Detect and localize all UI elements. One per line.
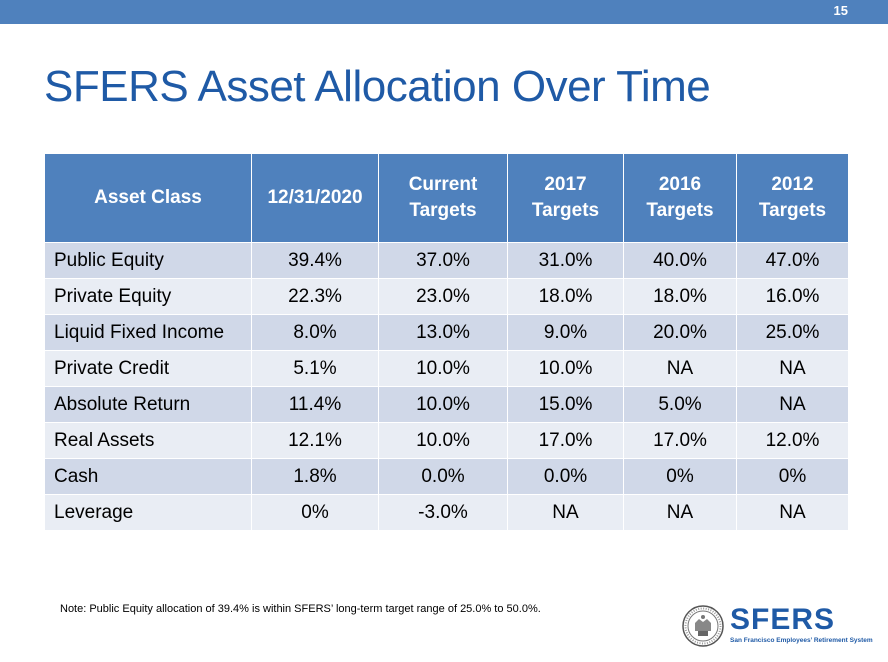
table-row: Leverage 0% -3.0% NA NA NA xyxy=(44,494,849,531)
table-cell: 0% xyxy=(736,458,849,495)
table-row: Absolute Return 11.4% 10.0% 15.0% 5.0% N… xyxy=(44,386,849,423)
footnote: Note: Public Equity allocation of 39.4% … xyxy=(60,603,541,615)
table-cell: 8.0% xyxy=(251,314,379,351)
table-cell: NA xyxy=(623,350,737,387)
table-cell: NA xyxy=(736,494,849,531)
table-cell: NA xyxy=(623,494,737,531)
table-cell: 15.0% xyxy=(507,386,624,423)
table-cell: 12.1% xyxy=(251,422,379,459)
table-cell: 12.0% xyxy=(736,422,849,459)
table-cell: 0% xyxy=(623,458,737,495)
table-cell: 31.0% xyxy=(507,242,624,279)
table-cell: 37.0% xyxy=(378,242,508,279)
table-cell: Liquid Fixed Income xyxy=(44,314,252,351)
table-cell: 10.0% xyxy=(378,350,508,387)
table-row: Liquid Fixed Income 8.0% 13.0% 9.0% 20.0… xyxy=(44,314,849,351)
header-2017-targets: 2017 Targets xyxy=(507,153,624,243)
table-cell: 10.0% xyxy=(378,386,508,423)
header-current-targets: Current Targets xyxy=(378,153,508,243)
top-bar: 15 xyxy=(0,0,888,24)
table-cell: 1.8% xyxy=(251,458,379,495)
table-cell: 39.4% xyxy=(251,242,379,279)
table-row: Private Credit 5.1% 10.0% 10.0% NA NA xyxy=(44,350,849,387)
logo-text: SFERS xyxy=(730,603,836,636)
table-cell: 11.4% xyxy=(251,386,379,423)
table-cell: 9.0% xyxy=(507,314,624,351)
table-cell: Private Equity xyxy=(44,278,252,315)
table-cell: 0.0% xyxy=(507,458,624,495)
table-cell: 25.0% xyxy=(736,314,849,351)
table-cell: 23.0% xyxy=(378,278,508,315)
table-cell: 47.0% xyxy=(736,242,849,279)
table-cell: NA xyxy=(507,494,624,531)
table-cell: 5.0% xyxy=(623,386,737,423)
asset-allocation-table: Asset Class 12/31/2020 Current Targets 2… xyxy=(44,153,849,531)
table-cell: Real Assets xyxy=(44,422,252,459)
table-cell: 40.0% xyxy=(623,242,737,279)
table-header-row: Asset Class 12/31/2020 Current Targets 2… xyxy=(44,153,849,243)
header-12-31-2020: 12/31/2020 xyxy=(251,153,379,243)
table-cell: 16.0% xyxy=(736,278,849,315)
header-asset-class: Asset Class xyxy=(44,153,252,243)
table-cell: 0.0% xyxy=(378,458,508,495)
table-cell: 18.0% xyxy=(623,278,737,315)
header-2012-targets: 2012 Targets xyxy=(736,153,849,243)
city-seal-icon xyxy=(682,605,724,647)
table-cell: 17.0% xyxy=(507,422,624,459)
table-cell: 18.0% xyxy=(507,278,624,315)
table-cell: Public Equity xyxy=(44,242,252,279)
table-cell: Private Credit xyxy=(44,350,252,387)
header-2016-targets: 2016 Targets xyxy=(623,153,737,243)
table-cell: -3.0% xyxy=(378,494,508,531)
table-row: Private Equity 22.3% 23.0% 18.0% 18.0% 1… xyxy=(44,278,849,315)
table-cell: 0% xyxy=(251,494,379,531)
table-cell: 5.1% xyxy=(251,350,379,387)
logo-subtitle: San Francisco Employees’ Retirement Syst… xyxy=(730,637,873,644)
table-row: Cash 1.8% 0.0% 0.0% 0% 0% xyxy=(44,458,849,495)
table-cell: Cash xyxy=(44,458,252,495)
table-row: Real Assets 12.1% 10.0% 17.0% 17.0% 12.0… xyxy=(44,422,849,459)
sfers-logo: SFERS San Francisco Employees’ Retiremen… xyxy=(682,603,873,653)
table-cell: 20.0% xyxy=(623,314,737,351)
slide-title: SFERS Asset Allocation Over Time xyxy=(44,62,711,111)
table-cell: 17.0% xyxy=(623,422,737,459)
table-cell: Absolute Return xyxy=(44,386,252,423)
table-cell: NA xyxy=(736,386,849,423)
table-cell: Leverage xyxy=(44,494,252,531)
table-cell: 10.0% xyxy=(378,422,508,459)
page-number: 15 xyxy=(833,3,848,18)
table-row: Public Equity 39.4% 37.0% 31.0% 40.0% 47… xyxy=(44,242,849,279)
table-cell: NA xyxy=(736,350,849,387)
table-cell: 22.3% xyxy=(251,278,379,315)
table-cell: 13.0% xyxy=(378,314,508,351)
table-cell: 10.0% xyxy=(507,350,624,387)
